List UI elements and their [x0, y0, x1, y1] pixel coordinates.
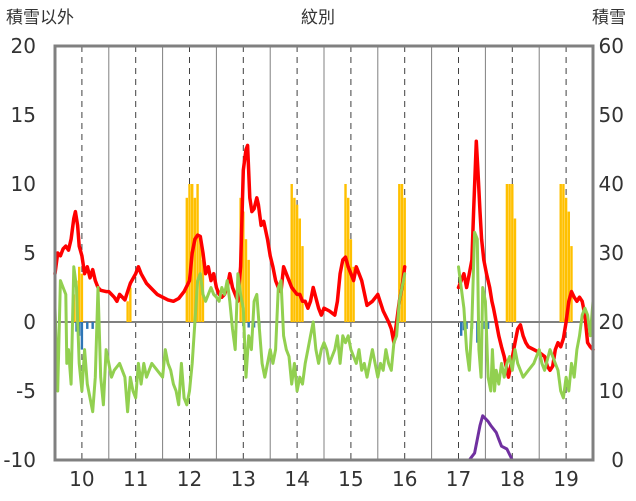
- bar-mark: [301, 246, 304, 322]
- bar-mark: [352, 266, 355, 322]
- bar-mark: [508, 184, 511, 322]
- series-line: [457, 414, 595, 462]
- bar-mark: [193, 197, 197, 322]
- bar-mark: [398, 184, 401, 322]
- bar-mark: [403, 197, 406, 322]
- bar-mark: [91, 322, 94, 329]
- right-tick-label: 0: [611, 448, 624, 472]
- series-line: [456, 139, 595, 379]
- series-line: [457, 230, 595, 400]
- bar-series: [72, 184, 573, 350]
- bar-mark: [86, 322, 89, 329]
- series-line: [53, 265, 407, 414]
- bar-mark: [505, 184, 509, 322]
- left-tick-label: -5: [16, 379, 36, 403]
- bar-mark: [570, 246, 573, 322]
- bar-mark: [185, 197, 189, 322]
- left-tick-label: 15: [11, 103, 36, 127]
- x-tick-label: 15: [338, 467, 363, 491]
- bar-mark: [126, 301, 129, 322]
- bar-mark: [290, 184, 293, 322]
- bar-mark: [247, 322, 250, 328]
- left-tick-label: 0: [23, 310, 36, 334]
- right-tick-label: 60: [599, 34, 624, 58]
- bar-mark: [80, 322, 84, 350]
- bar-mark: [567, 211, 571, 322]
- bar-mark: [77, 266, 81, 322]
- series-line: [53, 143, 407, 345]
- bar-mark: [298, 218, 302, 322]
- left-tick-label: -10: [3, 448, 36, 472]
- bar-mark: [511, 184, 514, 322]
- left-tick-label: 10: [11, 172, 36, 196]
- bar-mark: [465, 322, 468, 329]
- bar-mark: [247, 259, 250, 322]
- right-tick-label: 30: [599, 241, 624, 265]
- plot-border: [53, 44, 595, 462]
- bar-mark: [346, 197, 350, 322]
- bar-mark: [242, 211, 245, 322]
- bar-mark: [188, 184, 191, 322]
- x-tick-label: 11: [123, 467, 148, 491]
- bar-mark: [349, 239, 353, 322]
- x-tick-label: 10: [69, 467, 94, 491]
- bar-mark: [196, 184, 199, 322]
- left-axis-title: 積雪以外: [6, 8, 74, 28]
- right-tick-label: 40: [599, 172, 624, 196]
- bar-mark: [400, 184, 404, 322]
- plot-frame: [53, 44, 595, 462]
- bar-mark: [559, 184, 562, 322]
- right-axis-title: 積雪: [592, 8, 626, 28]
- bar-mark: [129, 287, 132, 322]
- bar-mark: [344, 184, 347, 322]
- bar-mark: [513, 218, 517, 322]
- x-tick-label: 17: [446, 467, 471, 491]
- bar-mark: [486, 322, 490, 329]
- left-tick-label: 20: [11, 34, 36, 58]
- bar-mark: [80, 273, 84, 322]
- bar-mark: [293, 197, 296, 322]
- bar-mark: [295, 204, 299, 322]
- bar-mark: [562, 184, 565, 322]
- left-tick-label: 5: [23, 241, 36, 265]
- bar-mark: [459, 322, 463, 336]
- right-tick-label: 20: [599, 310, 624, 334]
- bar-mark: [564, 197, 568, 322]
- right-tick-label: 10: [599, 379, 624, 403]
- bar-mark: [244, 239, 248, 322]
- right-tick-label: 50: [599, 103, 624, 127]
- x-tick-label: 16: [392, 467, 417, 491]
- x-tick-label: 14: [284, 467, 309, 491]
- x-tick-label: 19: [553, 467, 578, 491]
- x-tick-label: 13: [231, 467, 256, 491]
- chart-title: 紋別: [301, 8, 335, 28]
- x-tick-label: 18: [500, 467, 525, 491]
- x-tick-label: 12: [177, 467, 202, 491]
